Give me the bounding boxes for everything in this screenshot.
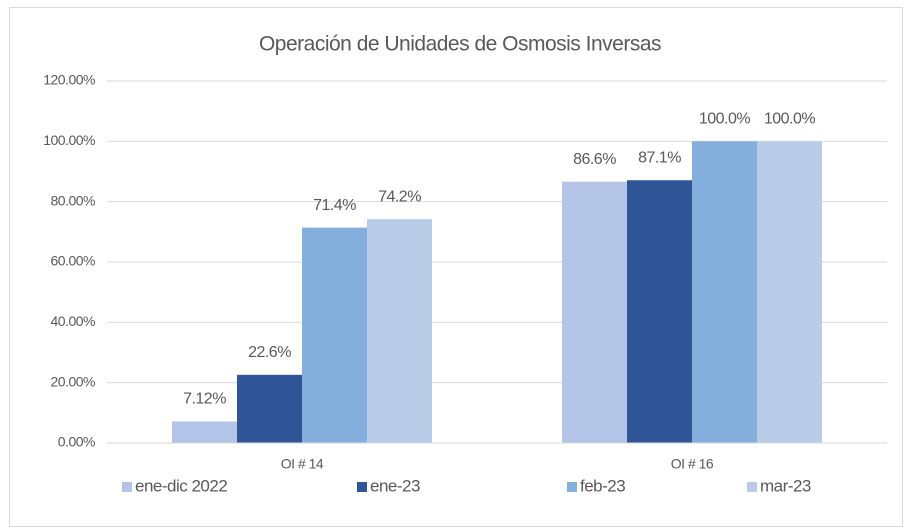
legend-label: ene-23: [370, 476, 420, 495]
bar: [172, 421, 237, 443]
data-label: 100.0%: [699, 111, 751, 128]
legend-swatch: [747, 482, 757, 492]
y-tick-label: 40.00%: [51, 313, 96, 329]
bar: [237, 374, 302, 443]
chart-title: Operación de Unidades de Osmosis Inversa…: [259, 33, 661, 56]
data-label: 22.6%: [248, 344, 291, 361]
data-label: 87.1%: [638, 149, 681, 166]
y-tick-label: 120.00%: [43, 72, 95, 88]
legend-swatch: [567, 482, 577, 492]
bar: [562, 181, 627, 444]
data-label: 7.12%: [183, 391, 226, 408]
y-tick-label: 80.00%: [51, 192, 96, 208]
data-label: 100.0%: [764, 111, 816, 128]
bar: [627, 180, 692, 443]
legend-swatch: [122, 482, 132, 492]
legend-label: ene-dic 2022: [135, 476, 227, 495]
x-tick-label: OI # 14: [281, 456, 324, 472]
bar: [367, 219, 432, 443]
data-label: 74.2%: [378, 188, 421, 205]
legend-label: feb-23: [580, 476, 625, 495]
bar: [302, 227, 367, 443]
y-tick-label: 20.00%: [51, 373, 96, 389]
legend-swatch: [357, 482, 367, 492]
bar: [692, 141, 757, 444]
bar: [757, 141, 822, 444]
legend-label: mar-23: [760, 476, 811, 495]
data-label: 86.6%: [573, 151, 616, 168]
x-tick-label: OI # 16: [671, 456, 714, 472]
y-tick-label: 60.00%: [51, 253, 96, 269]
y-tick-label: 100.00%: [43, 132, 95, 148]
y-tick-label: 0.00%: [58, 434, 95, 450]
data-label: 71.4%: [313, 197, 356, 214]
